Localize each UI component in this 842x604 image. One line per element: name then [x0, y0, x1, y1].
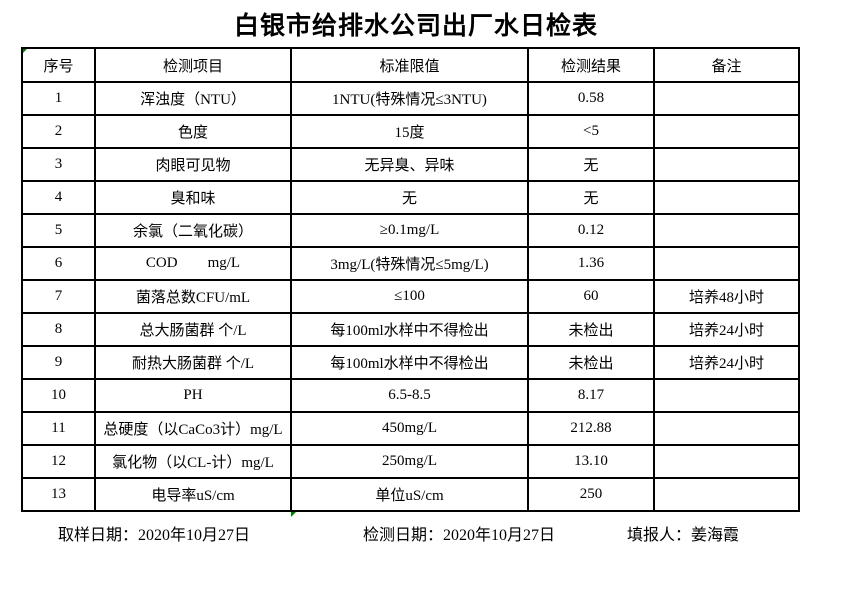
header-row: 序号 检测项目 标准限值 检测结果 备注: [21, 47, 800, 83]
cell-result: 未检出: [527, 312, 655, 347]
cell-limit: ≥0.1mg/L: [290, 213, 529, 248]
column-header-result: 检测结果: [527, 47, 655, 83]
cell-limit: 250mg/L: [290, 444, 529, 479]
table-row: 12 氯化物（以CL-计）mg/L 250mg/L 13.10: [21, 444, 800, 479]
cell-no: 6: [21, 246, 96, 281]
cell-no: 9: [21, 345, 96, 380]
table-row: 9 耐热大肠菌群 个/L 每100ml水样中不得检出 未检出 培养24小时: [21, 345, 800, 380]
cell-no: 13: [21, 477, 96, 512]
cell-no: 7: [21, 279, 96, 314]
cell-item: 耐热大肠菌群 个/L: [94, 345, 292, 380]
cell-result: 0.58: [527, 81, 655, 116]
cell-item: 臭和味: [94, 180, 292, 215]
cell-result: 无: [527, 180, 655, 215]
cell-result: 未检出: [527, 345, 655, 380]
cell-limit: 每100ml水样中不得检出: [290, 312, 529, 347]
table-row: 11 总硬度（以CaCo3计）mg/L 450mg/L 212.88: [21, 411, 800, 446]
test-date-text: 检测日期：2020年10月27日: [363, 527, 556, 544]
cell-no: 2: [21, 114, 96, 149]
page-title: 白银市给排水公司出厂水日检表: [233, 13, 598, 40]
inspection-table: 序号 检测项目 标准限值 检测结果 备注 1 浑浊度（NTU） 1NTU(特殊情况≤…: [21, 47, 800, 512]
cell-result: 13.10: [527, 444, 655, 479]
cell-result: 8.17: [527, 378, 655, 413]
cell-limit: 每100ml水样中不得检出: [290, 345, 529, 380]
column-header-limit: 标准限值: [290, 47, 529, 83]
column-header-remark: 备注: [653, 47, 800, 83]
excel-error-indicator-icon: [291, 512, 296, 517]
cell-limit: 无异臭、异味: [290, 147, 529, 182]
cell-no: 8: [21, 312, 96, 347]
cell-remark: [653, 477, 800, 512]
cell-limit: ≤100: [290, 279, 529, 314]
cell-remark: [653, 114, 800, 149]
cell-item: 菌落总数CFU/mL: [94, 279, 292, 314]
cell-result: 212.88: [527, 411, 655, 446]
table-header: 序号 检测项目 标准限值 检测结果 备注: [21, 47, 800, 83]
column-header-item: 检测项目: [94, 47, 292, 83]
cell-no: 11: [21, 411, 96, 446]
cell-limit: 无: [290, 180, 529, 215]
cell-result: <5: [527, 114, 655, 149]
cell-no: 3: [21, 147, 96, 182]
cell-remark: 培养24小时: [653, 312, 800, 347]
cell-remark: 培养48小时: [653, 279, 800, 314]
cell-item: 总大肠菌群 个/L: [94, 312, 292, 347]
cell-no: 10: [21, 378, 96, 413]
table-row: 10 PH 6.5-8.5 8.17: [21, 378, 800, 413]
cell-result: 60: [527, 279, 655, 314]
table-row: 7 菌落总数CFU/mL ≤100 60 培养48小时: [21, 279, 800, 314]
cell-no: 12: [21, 444, 96, 479]
table-row: 3 肉眼可见物 无异臭、异味无: [21, 147, 800, 182]
cell-limit: 450mg/L: [290, 411, 529, 446]
cell-result: 1.36: [527, 246, 655, 281]
cell-item: PH: [94, 378, 292, 413]
table-body: 1 浑浊度（NTU） 1NTU(特殊情况≤3NTU) 0.58 2 色度 15度 <5 3 肉眼可…: [21, 81, 800, 512]
cell-limit: 单位uS/cm: [290, 477, 529, 512]
cell-item: 色度: [94, 114, 292, 149]
cell-result: 无: [527, 147, 655, 182]
table-row: 2 色度 15度 <5: [21, 114, 800, 149]
cell-result: 250: [527, 477, 655, 512]
table-row: 5 余氯（二氧化碳） ≥0.1mg/L 0.12: [21, 213, 800, 248]
table-row: 4 臭和味无无: [21, 180, 800, 215]
reporter-text: 填报人：姜海霞: [627, 527, 740, 544]
column-header-no: 序号: [21, 47, 96, 83]
cell-limit: 1NTU(特殊情况≤3NTU): [290, 81, 529, 116]
cell-remark: [653, 81, 800, 116]
cell-item: 总硬度（以CaCo3计）mg/L: [94, 411, 292, 446]
footer: 取样日期：2020年10月27日 检测日期：2020年10月27日 填报人：姜海…: [0, 521, 842, 544]
cell-no: 5: [21, 213, 96, 248]
cell-limit: 6.5-8.5: [290, 378, 529, 413]
cell-item: 电导率uS/cm: [94, 477, 292, 512]
cell-remark: [653, 246, 800, 281]
cell-no: 1: [21, 81, 96, 116]
cell-limit: 3mg/L(特殊情况≤5mg/L): [290, 246, 529, 281]
cell-result: 0.12: [527, 213, 655, 248]
table-row: 1 浑浊度（NTU） 1NTU(特殊情况≤3NTU) 0.58: [21, 81, 800, 116]
cell-item: 余氯（二氧化碳）: [94, 213, 292, 248]
cell-no: 4: [21, 180, 96, 215]
sample-date-text: 取样日期：2020年10月27日: [58, 527, 251, 544]
cell-remark: [653, 213, 800, 248]
cell-remark: [653, 411, 800, 446]
table-row: 13 电导率uS/cm 单位uS/cm 250: [21, 477, 800, 512]
cell-item: 肉眼可见物: [94, 147, 292, 182]
table-row: 6 COD mg/L 3mg/L(特殊情况≤5mg/L) 1.36: [21, 246, 800, 281]
table-row: 8 总大肠菌群 个/L 每100ml水样中不得检出 未检出 培养24小时: [21, 312, 800, 347]
cell-item: COD mg/L: [94, 246, 292, 281]
cell-remark: [653, 444, 800, 479]
cell-remark: [653, 378, 800, 413]
cell-item: 浑浊度（NTU）: [94, 81, 292, 116]
cell-item: 氯化物（以CL-计）mg/L: [94, 444, 292, 479]
cell-remark: [653, 180, 800, 215]
cell-remark: 培养24小时: [653, 345, 800, 380]
cell-limit: 15度: [290, 114, 529, 149]
cell-remark: [653, 147, 800, 182]
